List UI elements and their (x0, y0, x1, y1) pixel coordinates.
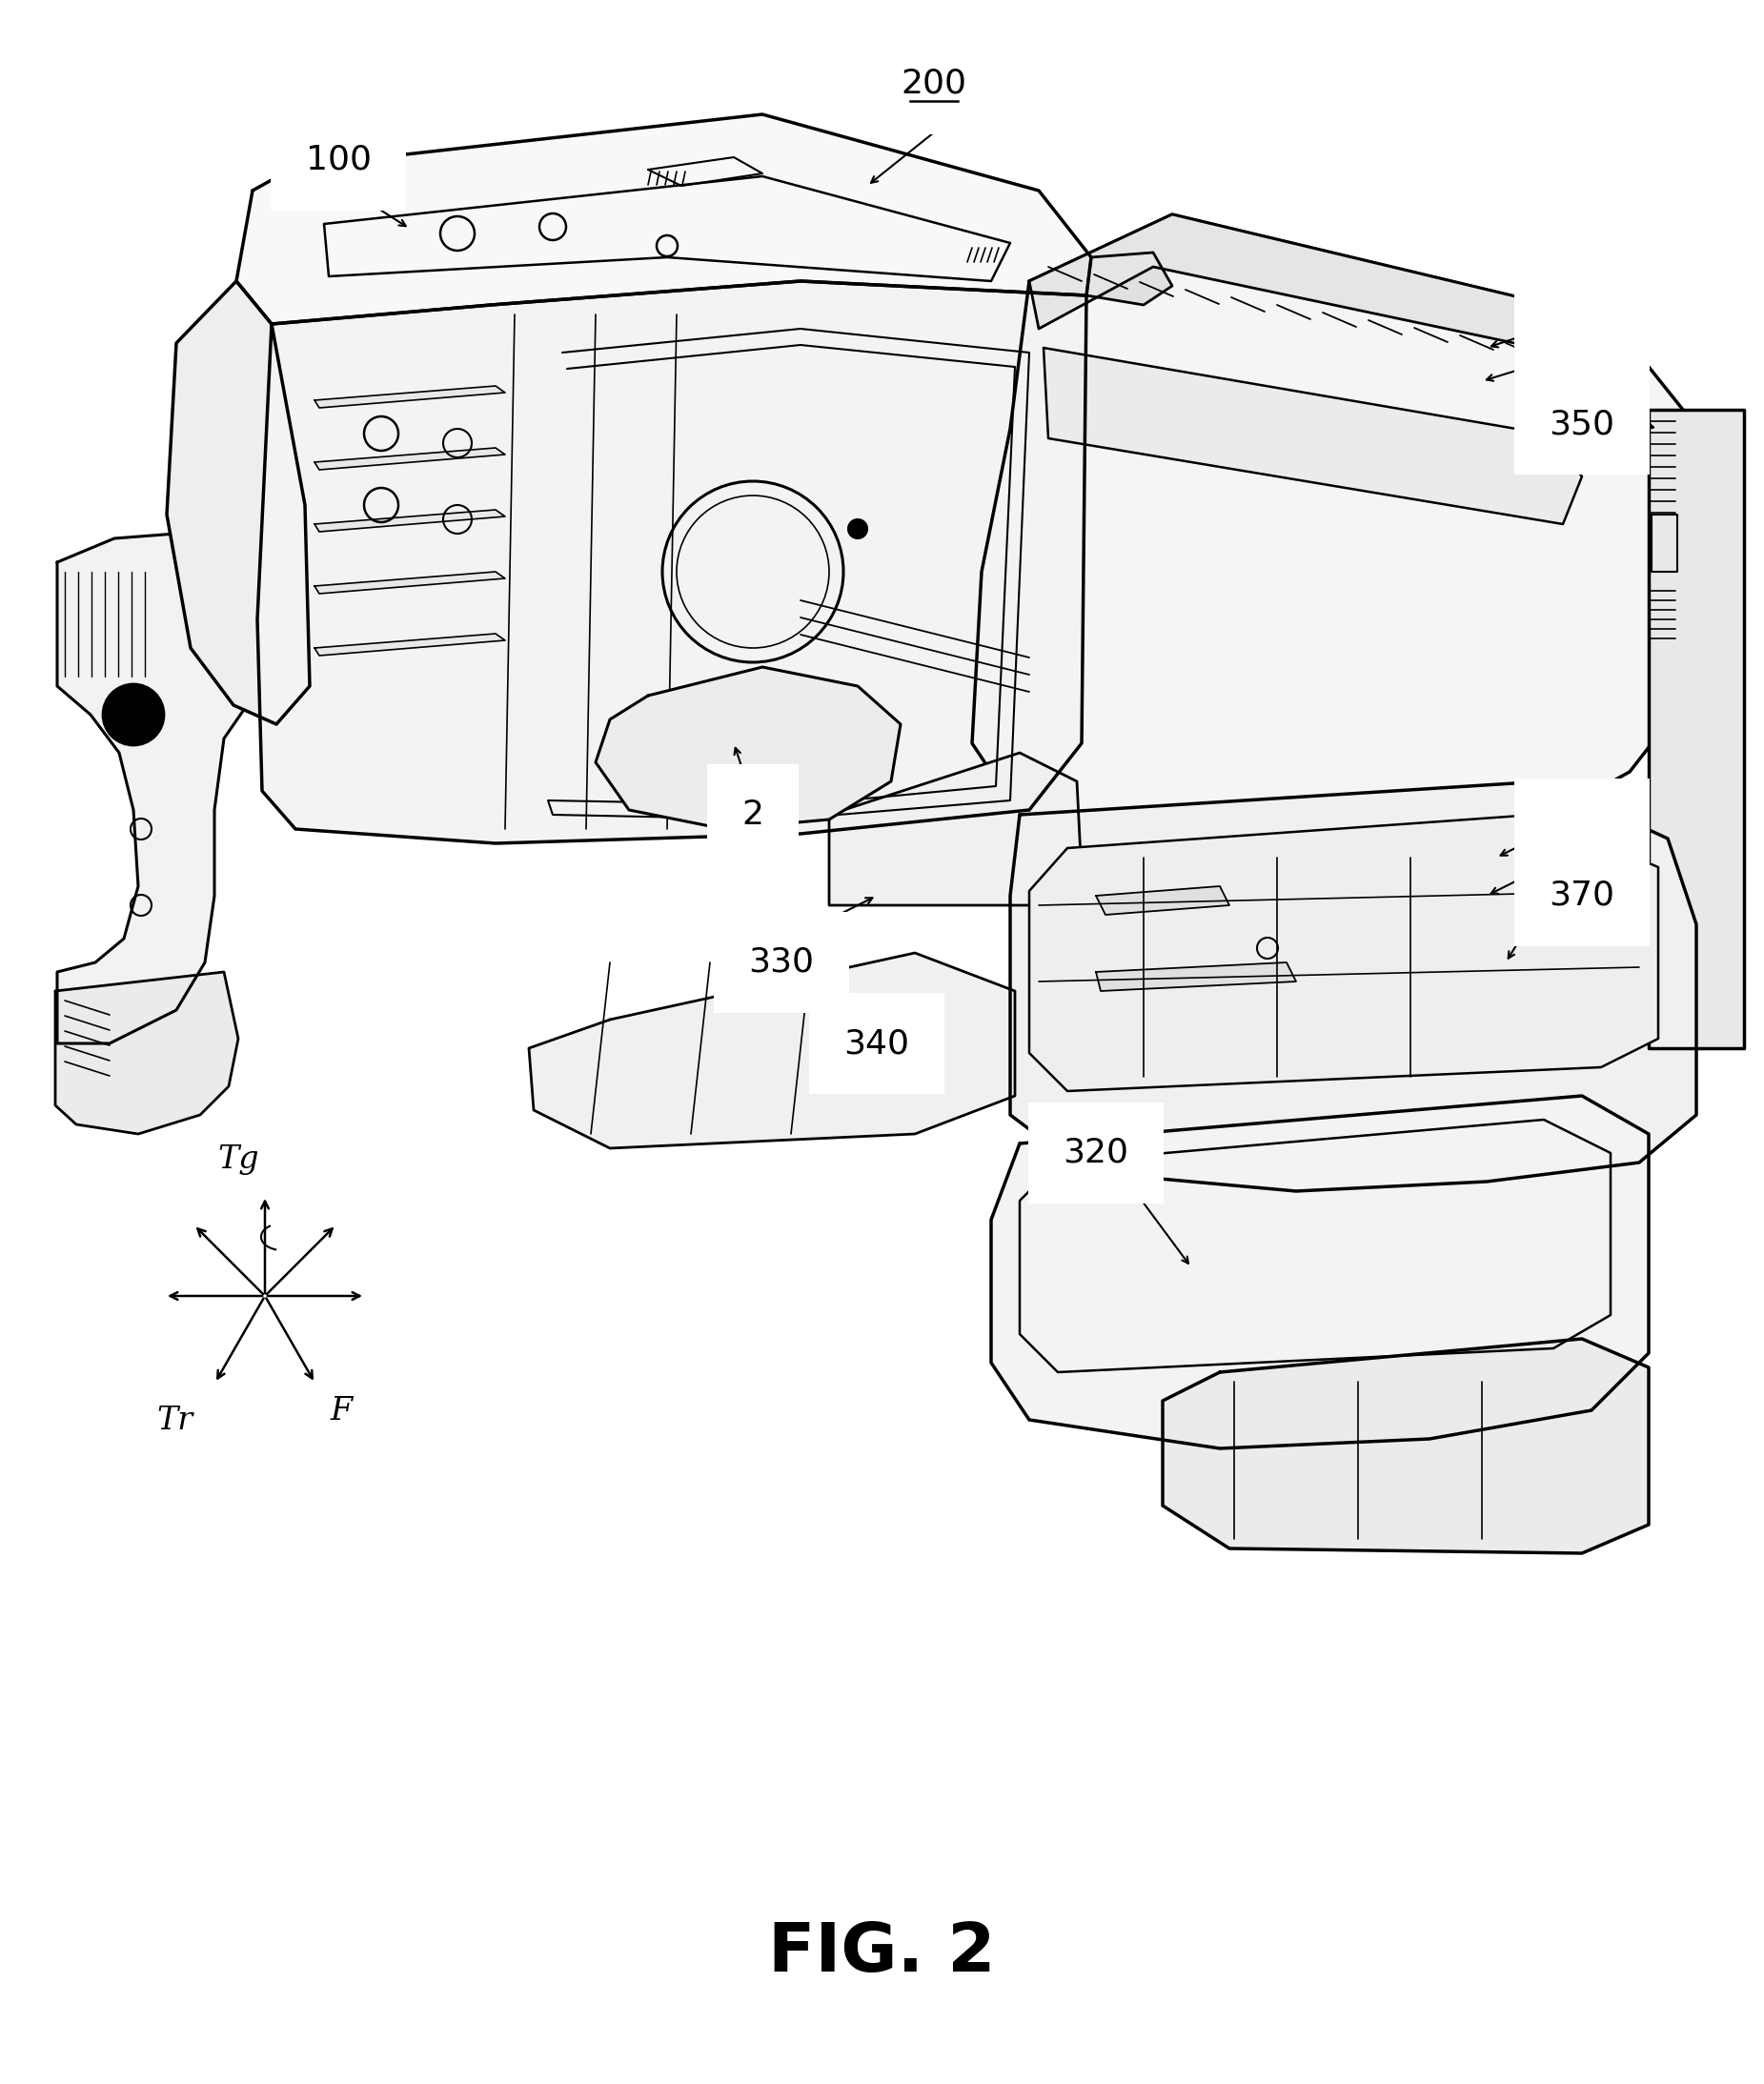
Text: 300: 300 (1549, 813, 1614, 846)
Polygon shape (991, 1096, 1649, 1448)
Text: 340: 340 (843, 1027, 910, 1059)
Polygon shape (1162, 1338, 1649, 1553)
Polygon shape (314, 386, 505, 408)
Polygon shape (1044, 348, 1582, 523)
Polygon shape (1095, 886, 1230, 915)
Polygon shape (55, 971, 238, 1134)
Text: 330: 330 (748, 946, 815, 979)
Polygon shape (314, 634, 505, 656)
Text: Tr: Tr (157, 1407, 192, 1436)
Polygon shape (314, 571, 505, 594)
Polygon shape (236, 115, 1092, 323)
Polygon shape (168, 281, 310, 725)
Polygon shape (529, 952, 1014, 1148)
Polygon shape (56, 534, 339, 1044)
Polygon shape (1028, 215, 1611, 356)
Circle shape (116, 698, 150, 731)
Text: Tg: Tg (217, 1144, 259, 1175)
Text: 310: 310 (1549, 846, 1614, 879)
Text: 220: 220 (1549, 342, 1614, 373)
Text: 360: 360 (1549, 375, 1614, 406)
Polygon shape (829, 752, 1081, 904)
Text: 350: 350 (1549, 408, 1614, 440)
Polygon shape (314, 448, 505, 469)
Text: 100: 100 (305, 144, 370, 177)
Polygon shape (972, 215, 1715, 877)
Circle shape (848, 519, 868, 538)
Text: 200: 200 (901, 67, 967, 100)
Polygon shape (1028, 815, 1658, 1092)
Text: F: F (330, 1396, 353, 1428)
Polygon shape (314, 511, 505, 531)
Text: 2: 2 (743, 798, 764, 832)
Polygon shape (1095, 963, 1297, 992)
Text: 320: 320 (1064, 1136, 1129, 1169)
Polygon shape (258, 281, 1087, 844)
Text: 210: 210 (1549, 308, 1614, 340)
Circle shape (102, 684, 164, 746)
Text: FIG. 2: FIG. 2 (767, 1921, 995, 1986)
Text: 370: 370 (1549, 879, 1614, 913)
Polygon shape (1649, 411, 1745, 1048)
Polygon shape (1011, 782, 1697, 1192)
Polygon shape (596, 667, 901, 829)
Polygon shape (1087, 252, 1173, 304)
